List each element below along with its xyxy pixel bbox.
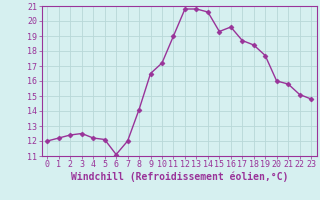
X-axis label: Windchill (Refroidissement éolien,°C): Windchill (Refroidissement éolien,°C) (70, 172, 288, 182)
